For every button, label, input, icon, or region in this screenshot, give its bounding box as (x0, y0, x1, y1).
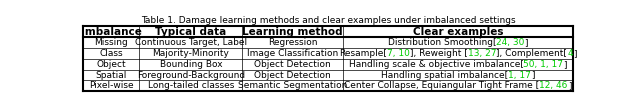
Text: 4: 4 (567, 49, 573, 58)
Text: Table 1. Damage learning methods and clear examples under imbalanced settings: Table 1. Damage learning methods and cle… (141, 16, 515, 25)
Text: ]: ] (563, 60, 567, 69)
Text: Long-tailed classes: Long-tailed classes (148, 81, 234, 90)
Text: Regression: Regression (268, 38, 317, 47)
Text: Handling scale & objective imbalance[: Handling scale & objective imbalance[ (349, 60, 524, 69)
Text: Spatial: Spatial (95, 71, 127, 80)
Text: Pixel-wise: Pixel-wise (89, 81, 134, 90)
Text: 24, 30: 24, 30 (496, 38, 525, 47)
Text: Distribution Smoothing[: Distribution Smoothing[ (388, 38, 496, 47)
Text: 13, 27: 13, 27 (468, 49, 496, 58)
Text: 7, 10: 7, 10 (387, 49, 410, 58)
Text: ]: ] (568, 81, 572, 90)
Text: Continuous Target, Label: Continuous Target, Label (135, 38, 247, 47)
Text: Object Detection: Object Detection (254, 60, 331, 69)
Text: Majority-Minority: Majority-Minority (152, 49, 229, 58)
Text: Center Collapse, Equiangular Tight Frame [: Center Collapse, Equiangular Tight Frame… (344, 81, 540, 90)
Text: Bounding Box: Bounding Box (159, 60, 222, 69)
Text: Class: Class (99, 49, 123, 58)
Text: Imbalance: Imbalance (81, 26, 141, 37)
Text: ]: ] (525, 38, 528, 47)
Text: Missing: Missing (94, 38, 128, 47)
Text: Typical data: Typical data (156, 26, 227, 37)
Text: 50, 1, 17: 50, 1, 17 (524, 60, 563, 69)
Text: Resample[: Resample[ (339, 49, 387, 58)
Text: ], Reweight [: ], Reweight [ (410, 49, 468, 58)
Text: Foreground-Background: Foreground-Background (137, 71, 245, 80)
Text: ]: ] (531, 71, 534, 80)
Text: Object: Object (97, 60, 126, 69)
Text: 12, 46: 12, 46 (540, 81, 568, 90)
Text: Handling spatial imbalance[: Handling spatial imbalance[ (381, 71, 508, 80)
Text: Object Detection: Object Detection (254, 71, 331, 80)
Text: ]: ] (573, 49, 576, 58)
Text: Image Classification: Image Classification (247, 49, 338, 58)
Text: Clear examples: Clear examples (413, 26, 503, 37)
Text: 1, 17: 1, 17 (508, 71, 531, 80)
Text: Semantic Segmentation: Semantic Segmentation (238, 81, 347, 90)
Text: ], Complement[: ], Complement[ (496, 49, 567, 58)
Text: Learning method: Learning method (242, 26, 343, 37)
